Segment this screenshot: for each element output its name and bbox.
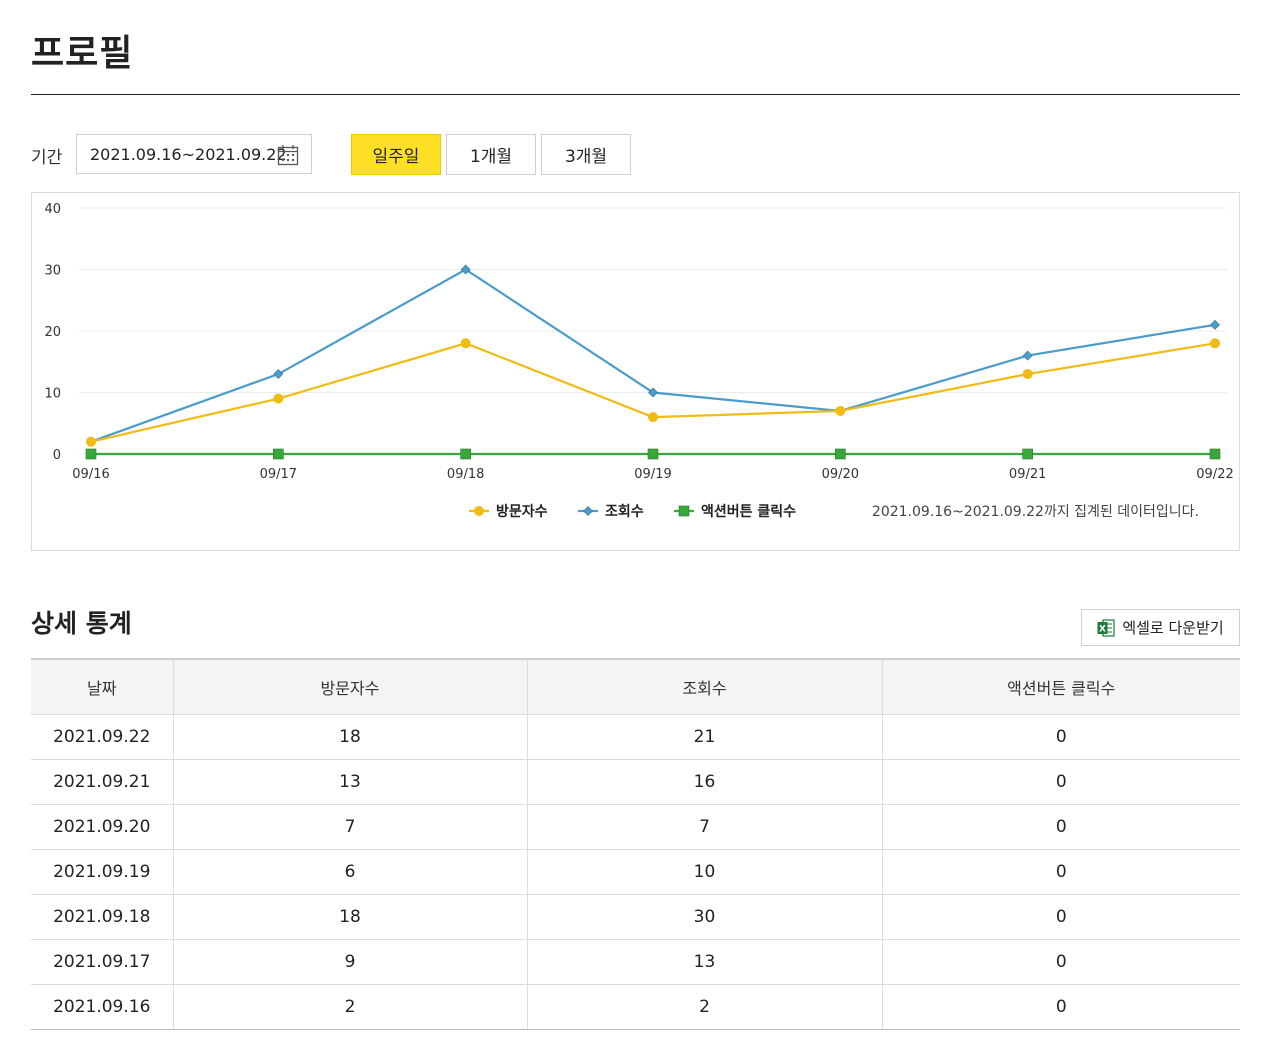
period-label: 기간 xyxy=(31,148,63,168)
cell-date: 2021.09.19 xyxy=(31,849,173,895)
cell-action-clicks: 0 xyxy=(881,714,1240,760)
cell-views: 13 xyxy=(526,939,882,985)
cell-action-clicks: 0 xyxy=(881,984,1240,1030)
cell-views: 21 xyxy=(526,714,882,760)
data-point-action-clicks xyxy=(460,448,471,460)
x-tick-label: 09/16 xyxy=(72,467,109,482)
cell-date: 2021.09.16 xyxy=(31,984,173,1030)
column-header-action-clicks: 액션버튼 클릭수 xyxy=(881,658,1240,715)
data-point-views xyxy=(460,264,471,275)
cell-views: 30 xyxy=(526,894,882,940)
svg-text:X: X xyxy=(1099,624,1106,634)
cell-visitors: 9 xyxy=(172,939,527,985)
cell-action-clicks: 0 xyxy=(881,939,1240,985)
x-tick-label: 09/18 xyxy=(447,467,484,482)
data-point-action-clicks xyxy=(835,448,846,460)
data-point-visitors xyxy=(86,436,96,447)
cell-visitors: 7 xyxy=(172,804,527,850)
table-row: 2021.09.20 7 7 0 xyxy=(31,804,1240,850)
table-row: 2021.09.18 18 30 0 xyxy=(31,894,1240,940)
cell-views: 10 xyxy=(526,849,882,895)
range-button-1month[interactable]: 1개월 xyxy=(446,134,536,175)
cell-action-clicks: 0 xyxy=(881,894,1240,940)
x-tick-label: 09/21 xyxy=(1009,467,1046,482)
cell-action-clicks: 0 xyxy=(881,759,1240,805)
chart-data-note: 2021.09.16~2021.09.22까지 집계된 데이터입니다. xyxy=(872,504,1199,520)
data-point-views xyxy=(273,369,284,379)
data-point-action-clicks xyxy=(1209,448,1221,460)
table-row: 2021.09.16 2 2 0 xyxy=(31,984,1240,1030)
data-point-views xyxy=(1022,350,1033,361)
cell-action-clicks: 0 xyxy=(881,849,1240,895)
line-chart: 0 10 20 30 40 09/16 09/17 09/18 09/19 09/20 09/21 0… xyxy=(44,202,1233,520)
cell-views: 2 xyxy=(526,984,882,1030)
table-row: 2021.09.22 18 21 0 xyxy=(31,714,1240,760)
cell-date: 2021.09.21 xyxy=(31,759,173,805)
legend-label-visitors: 방문자수 xyxy=(496,503,548,520)
cell-visitors: 6 xyxy=(172,849,527,895)
y-tick-label: 20 xyxy=(44,325,61,340)
table-row: 2021.09.17 9 13 0 xyxy=(31,939,1240,985)
table-header-row: 날짜 방문자수 조회수 액션버튼 클릭수 xyxy=(31,658,1240,715)
cell-date: 2021.09.20 xyxy=(31,804,173,850)
cell-visitors: 2 xyxy=(172,984,527,1030)
excel-download-button[interactable]: X 엑셀로 다운받기 xyxy=(1081,609,1240,646)
calendar-icon[interactable] xyxy=(277,144,299,166)
legend-marker-views xyxy=(583,506,593,516)
data-point-action-clicks xyxy=(1022,448,1033,460)
data-point-visitors xyxy=(648,412,658,423)
title-divider xyxy=(31,94,1240,95)
table-row: 2021.09.19 6 10 0 xyxy=(31,849,1240,895)
data-point-visitors xyxy=(835,405,846,416)
data-point-visitors xyxy=(273,393,284,404)
data-point-visitors xyxy=(1210,338,1220,349)
date-range-value: 2021.09.16~2021.09.22 xyxy=(90,144,287,164)
stats-section-title: 상세 통계 xyxy=(31,609,132,638)
column-header-views: 조회수 xyxy=(526,658,882,715)
excel-download-label: 엑셀로 다운받기 xyxy=(1122,619,1224,637)
legend-label-action-clicks: 액션버튼 클릭수 xyxy=(701,503,796,520)
data-point-visitors xyxy=(1022,369,1033,380)
table-row: 2021.09.21 13 16 0 xyxy=(31,759,1240,805)
data-point-action-clicks xyxy=(85,448,97,460)
column-header-visitors: 방문자수 xyxy=(172,658,527,715)
stats-table: 날짜 방문자수 조회수 액션버튼 클릭수 2021.09.22 18 21 0 2021… xyxy=(31,658,1240,1030)
cell-visitors: 18 xyxy=(172,714,527,760)
x-tick-label: 09/22 xyxy=(1196,467,1233,482)
data-point-action-clicks xyxy=(647,448,659,460)
cell-date: 2021.09.17 xyxy=(31,939,173,985)
date-range-picker[interactable]: 2021.09.16~2021.09.22 xyxy=(76,134,312,174)
legend-marker-visitors xyxy=(474,506,484,516)
data-point-views xyxy=(1210,319,1220,330)
cell-date: 2021.09.22 xyxy=(31,714,173,760)
y-tick-label: 0 xyxy=(53,448,61,463)
chart-panel: 0 10 20 30 40 09/16 09/17 09/18 09/19 09/20 09/21 0… xyxy=(31,192,1240,551)
legend-label-views: 조회수 xyxy=(605,504,644,520)
y-tick-label: 30 xyxy=(44,264,61,279)
cell-action-clicks: 0 xyxy=(881,804,1240,850)
y-tick-label: 40 xyxy=(44,202,61,217)
legend-marker-action-clicks xyxy=(678,505,690,517)
cell-date: 2021.09.18 xyxy=(31,894,173,940)
data-point-visitors xyxy=(460,338,471,349)
range-button-week[interactable]: 일주일 xyxy=(351,134,441,175)
y-tick-label: 10 xyxy=(44,387,61,402)
cell-visitors: 13 xyxy=(172,759,527,805)
x-tick-label: 09/17 xyxy=(260,467,297,482)
data-point-action-clicks xyxy=(273,448,284,460)
cell-visitors: 18 xyxy=(172,894,527,940)
x-tick-label: 09/20 xyxy=(822,467,859,482)
column-header-date: 날짜 xyxy=(31,658,173,715)
range-button-3month[interactable]: 3개월 xyxy=(541,134,631,175)
excel-icon: X xyxy=(1097,618,1115,637)
cell-views: 7 xyxy=(526,804,882,850)
data-point-views xyxy=(648,387,658,398)
cell-views: 16 xyxy=(526,759,882,805)
x-tick-label: 09/19 xyxy=(634,467,671,482)
page-title: 프로필 xyxy=(31,33,134,74)
